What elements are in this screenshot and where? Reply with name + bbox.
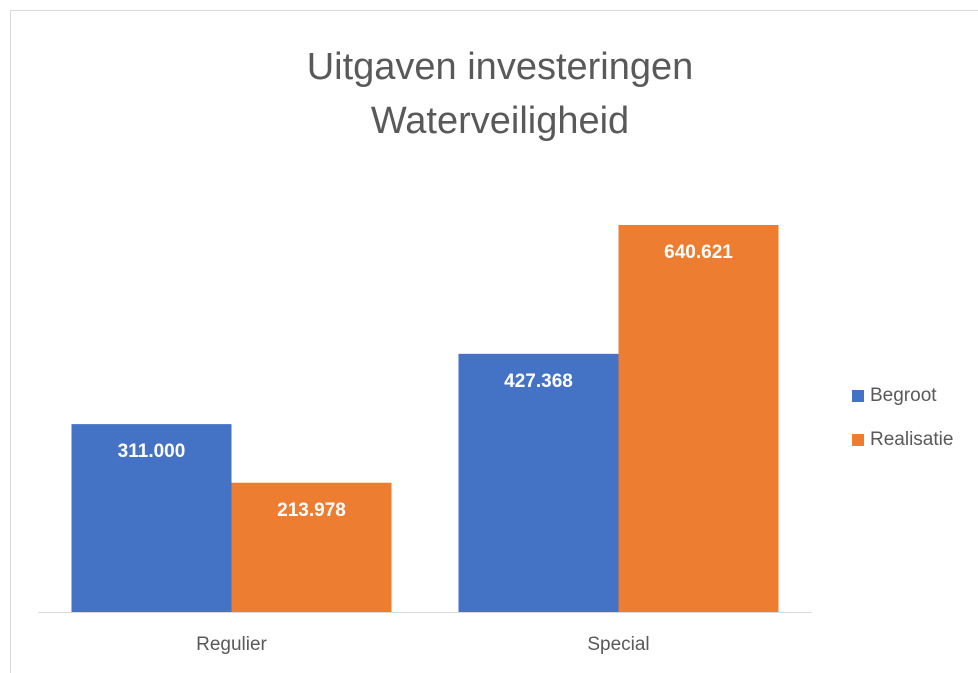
legend-label: Realisatie	[870, 429, 953, 450]
x-tick-label: Regulier	[196, 634, 267, 655]
bar	[71, 424, 232, 612]
data-label: 311.000	[118, 441, 186, 462]
legend-label: Begroot	[870, 385, 937, 406]
data-label: 640.621	[664, 242, 733, 263]
bar	[458, 353, 619, 612]
bar	[618, 225, 779, 612]
x-tick-label: Special	[587, 634, 649, 655]
bar	[231, 482, 392, 612]
chart-title: Uitgaven investeringen Waterveiligheid	[306, 46, 694, 142]
legend-swatch	[852, 434, 864, 446]
data-label: 427.368	[504, 371, 573, 392]
legend-swatch	[852, 390, 864, 402]
data-label: 213.978	[277, 500, 346, 521]
chart-frame	[10, 10, 978, 673]
